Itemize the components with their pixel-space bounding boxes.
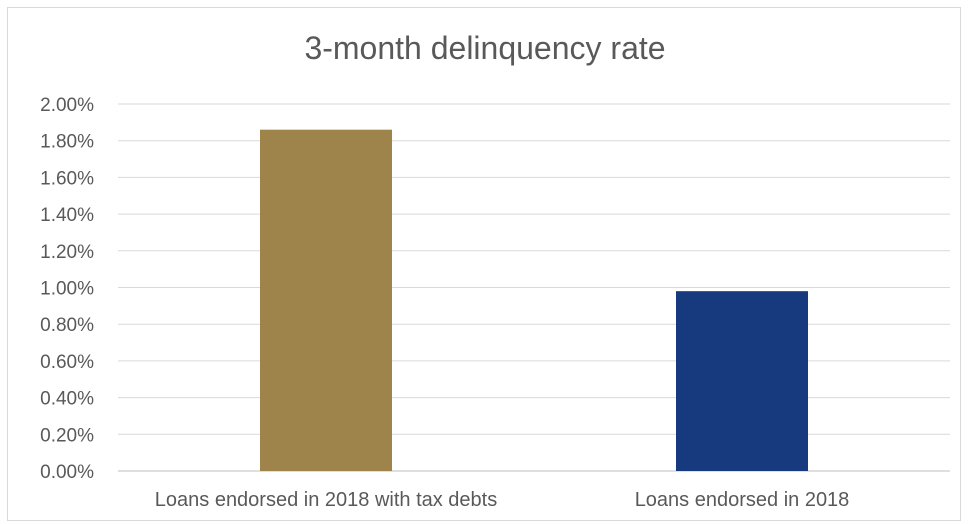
y-axis-ticks: 0.00% 0.20% 0.40% 0.60% 0.80% 1.00% 1.20% 1.40%… — [40, 95, 94, 483]
bar — [676, 291, 808, 471]
x-category-label: Loans endorsed in 2018 with tax debts — [155, 489, 497, 511]
y-tick-label: 1.00% — [40, 279, 94, 300]
chart-title: 3-month delinquency rate — [304, 30, 666, 66]
y-tick-label: 2.00% — [40, 95, 94, 116]
y-tick-label: 1.60% — [40, 168, 94, 189]
x-category-label: Loans endorsed in 2018 — [635, 489, 850, 511]
y-tick-label: 0.60% — [40, 352, 94, 373]
y-tick-label: 0.20% — [40, 425, 94, 446]
x-axis-categories: Loans endorsed in 2018 with tax debts Loa… — [155, 489, 850, 511]
y-tick-label: 0.80% — [40, 315, 94, 336]
bar — [260, 129, 392, 471]
y-tick-label: 0.00% — [40, 462, 94, 483]
y-tick-label: 1.80% — [40, 132, 94, 153]
y-tick-label: 1.40% — [40, 205, 94, 226]
y-tick-label: 0.40% — [40, 389, 94, 410]
bars — [260, 129, 808, 471]
y-tick-label: 1.20% — [40, 242, 94, 263]
gridlines — [118, 103, 950, 472]
